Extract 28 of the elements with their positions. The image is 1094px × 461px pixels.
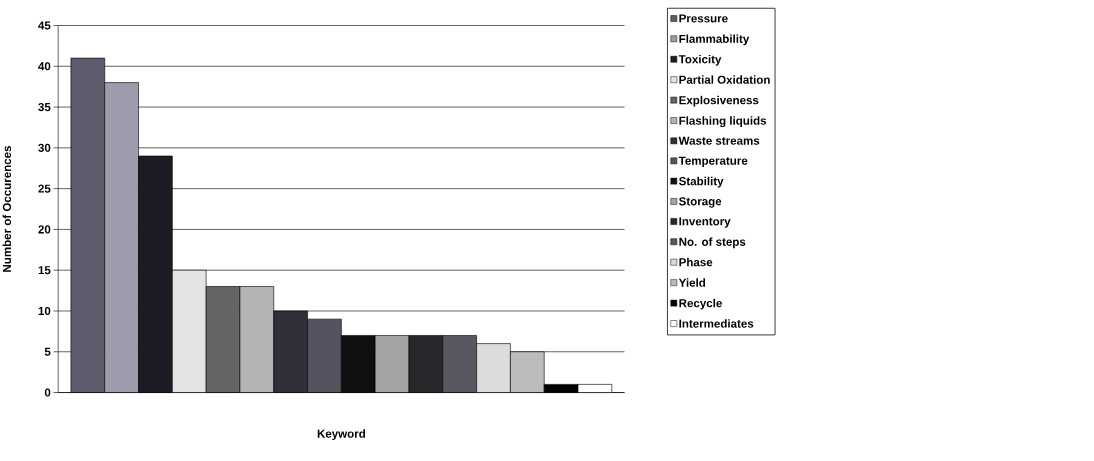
legend-label: Partial Oxidation <box>679 75 770 84</box>
y-axis-title: Number of Occurences <box>2 145 12 272</box>
y-tick-label: 5 <box>44 347 51 356</box>
legend-label: No. of steps <box>679 237 746 249</box>
legend-label: Flashing liquids <box>679 116 767 127</box>
y-tick-label: 25 <box>38 184 51 193</box>
y-tick-label: 40 <box>38 62 51 71</box>
y-tick-label: 20 <box>38 225 51 234</box>
y-tick-label: 35 <box>38 102 51 112</box>
legend-label: Waste streams <box>678 136 760 145</box>
legend-label: Recycle <box>679 298 722 310</box>
y-tick-label: 10 <box>38 306 51 315</box>
legend-label: Temperature <box>678 156 748 167</box>
legend-label: Toxicity <box>678 54 722 66</box>
legend-label: Stability <box>678 176 724 188</box>
legend-label: Flammability <box>679 34 750 46</box>
y-tick-label: 0 <box>44 388 51 397</box>
legend-label: Storage <box>678 197 722 208</box>
legend-label: Phase <box>679 257 713 267</box>
legend-label: Pressure <box>679 14 728 23</box>
y-tick-label: 45 <box>38 21 51 30</box>
y-tick-label: 15 <box>38 266 51 275</box>
x-axis-title: Keyword <box>317 429 365 440</box>
y-tick-label: 30 <box>38 143 51 152</box>
legend-label: Explosiveness <box>679 95 759 107</box>
legend-label: Inventory <box>679 217 731 228</box>
legend-label: Intermediates <box>679 319 754 328</box>
legend-label: Yield <box>678 278 706 287</box>
